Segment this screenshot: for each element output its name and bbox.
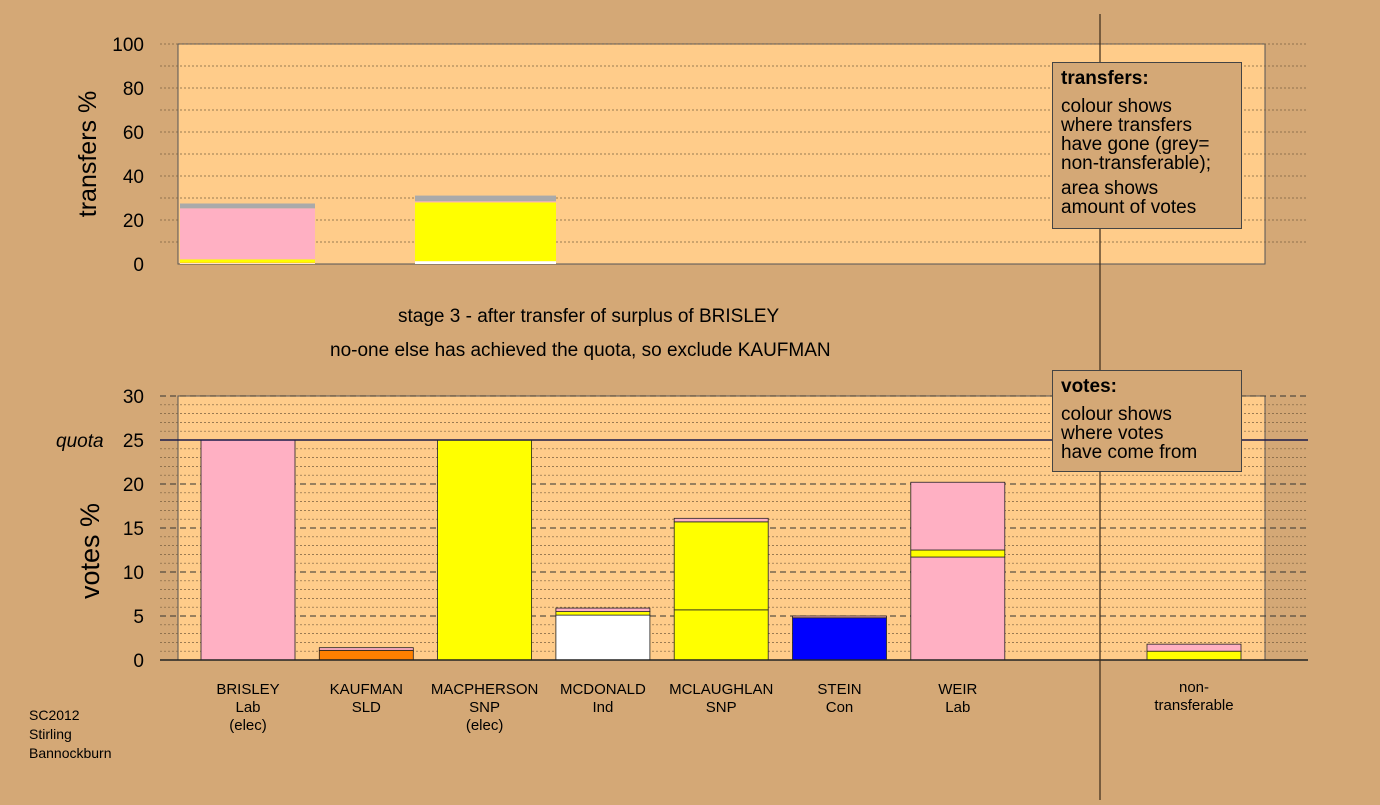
candidate-label: Con bbox=[826, 699, 854, 716]
votes-y-tick-label: 20 bbox=[123, 475, 144, 496]
votes-legend: votes: colour shows where votes have come f… bbox=[1052, 370, 1242, 472]
transfers-y-axis-label: transfers % bbox=[74, 91, 102, 217]
votes-y-tick-label: 5 bbox=[133, 607, 144, 628]
candidate-label: KAUFMAN bbox=[330, 681, 403, 698]
stage-caption: stage 3 - after transfer of surplus of B… bbox=[398, 306, 780, 327]
votes-bar-segment bbox=[437, 439, 533, 661]
candidate-label: MCLAUGHLAN bbox=[669, 681, 773, 698]
candidate-label: MCDONALD bbox=[560, 681, 646, 698]
candidate-label: BRISLEY bbox=[216, 681, 279, 698]
transfers-y-tick-label: 80 bbox=[123, 79, 144, 100]
votes-bar-segment bbox=[200, 439, 296, 661]
transfers-bar-segment bbox=[415, 201, 556, 203]
nontransferable-label: non- bbox=[1179, 679, 1209, 696]
transfers-bar-segment bbox=[180, 263, 315, 264]
votes-bar-segment bbox=[673, 521, 769, 611]
transfers-bar-segment bbox=[415, 261, 556, 264]
transfers-y-tick-label: 20 bbox=[123, 211, 144, 232]
action-caption: no-one else has achieved the quota, so e… bbox=[330, 340, 831, 361]
source-note: SC2012 Stirling Bannockburn bbox=[29, 706, 112, 763]
votes-y-axis-label: votes % bbox=[75, 503, 105, 599]
votes-y-tick-label: 10 bbox=[123, 563, 144, 584]
transfers-bar-segment bbox=[415, 195, 556, 202]
transfers-legend-line: amount of votes bbox=[1061, 197, 1197, 218]
candidate-label: SNP bbox=[706, 699, 737, 716]
transfers-bar-segment bbox=[180, 203, 315, 209]
votes-legend-line: colour shows bbox=[1061, 404, 1172, 425]
candidate-label: MACPHERSON bbox=[431, 681, 539, 698]
transfers-legend: transfers: colour shows where transfers hav… bbox=[1052, 62, 1242, 229]
votes-legend-line: where votes bbox=[1061, 423, 1164, 444]
transfers-bar-segment bbox=[180, 208, 315, 260]
transfers-bar-segment bbox=[415, 202, 556, 262]
votes-bar-segment bbox=[910, 556, 1006, 661]
votes-bar-segment bbox=[792, 615, 887, 619]
votes-legend-title: votes: bbox=[1061, 376, 1117, 397]
votes-bar-segment bbox=[318, 647, 414, 651]
candidate-label: Lab bbox=[945, 699, 970, 716]
transfers-legend-line: have gone (grey= bbox=[1061, 134, 1210, 155]
transfers-legend-line: where transfers bbox=[1061, 115, 1192, 136]
transfers-legend-line: colour shows bbox=[1061, 96, 1172, 117]
candidate-label: SNP bbox=[469, 699, 500, 716]
votes-y-tick-label: 25 bbox=[123, 431, 144, 452]
votes-bar-segment bbox=[318, 649, 414, 661]
transfers-legend-title: transfers: bbox=[1061, 68, 1149, 89]
candidate-label: SLD bbox=[352, 699, 381, 716]
transfers-bar-segment bbox=[180, 262, 315, 264]
candidate-label: Ind bbox=[592, 699, 613, 716]
votes-bar-segment bbox=[555, 611, 651, 616]
source-line: Bannockburn bbox=[29, 745, 112, 761]
nontransferable-label: transferable bbox=[1154, 697, 1233, 714]
candidate-label: STEIN bbox=[817, 681, 861, 698]
votes-bar-segment bbox=[910, 549, 1006, 558]
source-line: Stirling bbox=[29, 726, 72, 742]
votes-bar-segment bbox=[792, 617, 887, 661]
transfers-y-tick-label: 40 bbox=[123, 167, 144, 188]
votes-bar-segment bbox=[555, 607, 651, 613]
votes-bar-segment bbox=[673, 609, 769, 661]
transfers-y-tick-label: 60 bbox=[123, 123, 144, 144]
candidate-label: WEIR bbox=[938, 681, 977, 698]
votes-legend-line: have come from bbox=[1061, 442, 1198, 463]
votes-y-tick-label: 15 bbox=[123, 519, 144, 540]
source-line: SC2012 bbox=[29, 707, 80, 723]
transfers-bar-segment bbox=[180, 259, 315, 263]
transfers-legend-line: area shows bbox=[1061, 178, 1159, 199]
candidate-label: Lab bbox=[235, 699, 260, 716]
votes-y-tick-label: 0 bbox=[133, 651, 144, 672]
votes-y-tick-label: 30 bbox=[123, 387, 144, 408]
quota-label: quota bbox=[56, 431, 104, 452]
candidate-label: (elec) bbox=[229, 717, 267, 734]
transfers-legend-line: non-transferable); bbox=[1061, 153, 1211, 174]
votes-bar-segment bbox=[555, 614, 651, 661]
nontransferable-bar-segment bbox=[1146, 650, 1242, 661]
candidate-label: (elec) bbox=[466, 717, 504, 734]
votes-bar-segment bbox=[673, 517, 769, 523]
nontransferable-bar-segment bbox=[1146, 643, 1242, 652]
transfers-y-tick-label: 100 bbox=[112, 35, 144, 56]
votes-bar-segment bbox=[910, 481, 1006, 551]
transfers-y-tick-label: 0 bbox=[133, 255, 144, 276]
